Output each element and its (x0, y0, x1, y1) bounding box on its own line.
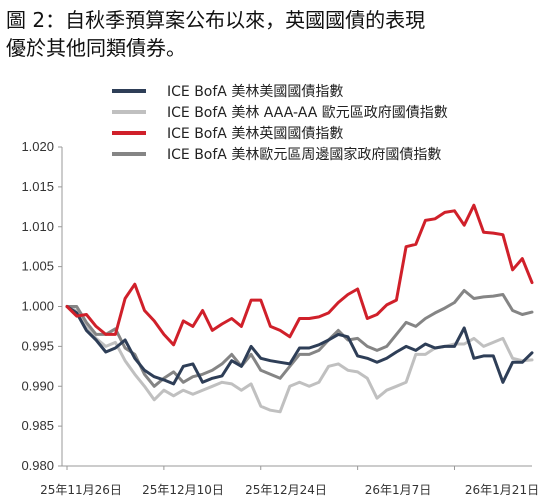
series-line-2 (65, 203, 534, 347)
y-tick-label: 1.010 (21, 219, 54, 234)
chart-title: 圖 2：自秋季預算案公布以來，英國國債的表現 優於其他同類債券。 (6, 6, 552, 62)
legend-label: ICE BofA 美林美國國債指數 (167, 84, 343, 100)
legend-label: ICE BofA 美林英國國債指數 (167, 125, 343, 142)
chart-axes: 0.980 0.985 0.990 0.995 1.000 1.005 1.010 1.015… (21, 139, 539, 497)
y-tick-label: 1.020 (21, 139, 54, 154)
y-tick-label: 1.000 (21, 299, 54, 314)
x-tick-label: 25年12月10日 (142, 483, 224, 497)
chart-title-line-1: 圖 2：自秋季預算案公布以來，英國國債的表現 (6, 8, 426, 32)
legend-label: ICE BofA 美林歐元區周邊國家政府國債指數 (167, 146, 441, 163)
y-tick-label: 0.980 (21, 458, 54, 473)
chart-series (65, 203, 534, 414)
x-tick-label: 26年1月7日 (365, 483, 432, 497)
x-tick-label: 25年12月24日 (245, 483, 327, 497)
x-tick-label: 25年11月26日 (40, 483, 122, 497)
y-tick-label: 0.990 (21, 378, 54, 393)
series-line-3 (65, 289, 534, 388)
y-tick-label: 1.015 (21, 179, 54, 194)
y-tick-label: 1.005 (21, 259, 54, 274)
y-tick-label: 0.985 (21, 418, 54, 433)
chart-title-line-2: 優於其他同類債券。 (6, 36, 186, 60)
legend-label: ICE BofA 美林 AAA-AA 歐元區政府國債指數 (167, 105, 448, 121)
series-line-0 (65, 305, 534, 386)
chart-legend: ICE BofA 美林美國國債指數 ICE BofA 美林 AAA-AA 歐元區政… (112, 84, 448, 163)
x-tick-label: 26年1月21日 (465, 483, 539, 497)
y-tick-label: 0.995 (21, 338, 54, 353)
